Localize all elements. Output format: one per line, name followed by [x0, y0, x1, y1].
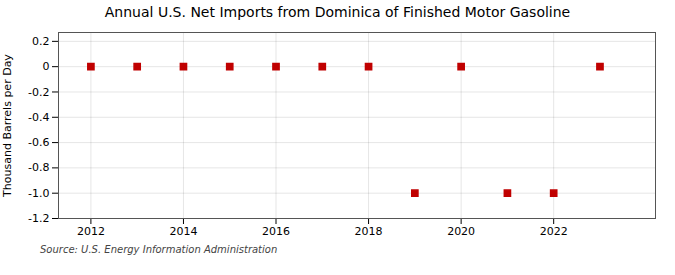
svg-text:-1.0: -1.0 [28, 187, 49, 200]
svg-text:0: 0 [43, 60, 50, 73]
svg-text:-0.4: -0.4 [28, 111, 49, 124]
html-text:Annual U.S. Net Imports from D: Annual U.S. Net Imports from Dominica of… [104, 4, 571, 20]
svg-text:2022: 2022 [540, 225, 568, 238]
svg-text:2012: 2012 [77, 225, 105, 238]
svg-text:2018: 2018 [355, 225, 383, 238]
svg-text:2020: 2020 [447, 225, 475, 238]
svg-text:-0.8: -0.8 [28, 161, 49, 174]
svg-text:2014: 2014 [169, 225, 197, 238]
svg-text:0.2: 0.2 [32, 35, 50, 48]
svg-text:-1.2: -1.2 [28, 212, 49, 225]
svg-text:-0.2: -0.2 [28, 85, 49, 98]
svg-text:Thousand Barrels per Day: Thousand Barrels per Day [1, 54, 14, 198]
html-text:Source: U.S. Energy Informatio: Source: U.S. Energy Information Administ… [40, 244, 278, 255]
svg-text:2016: 2016 [262, 225, 290, 238]
svg-text:-0.6: -0.6 [28, 136, 49, 149]
